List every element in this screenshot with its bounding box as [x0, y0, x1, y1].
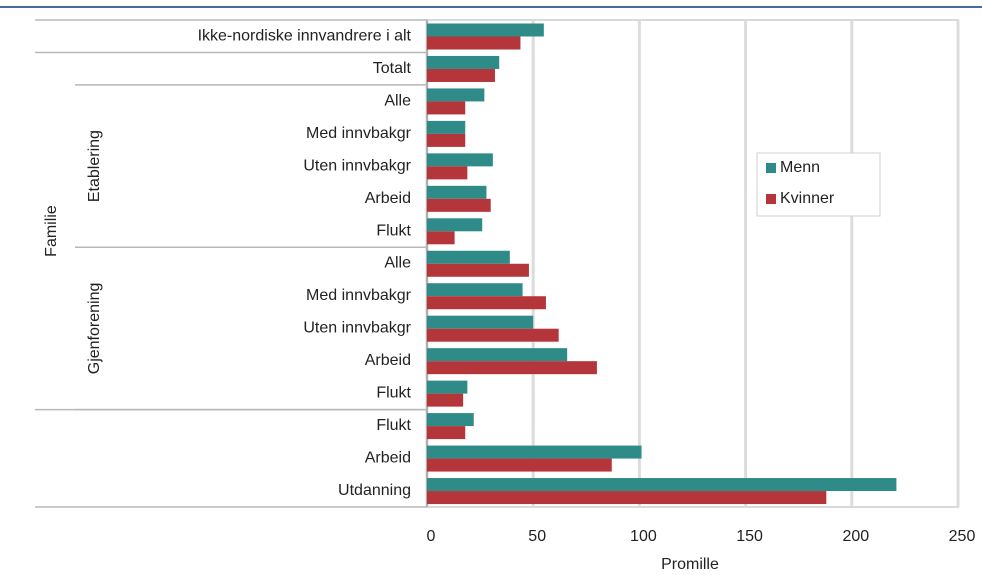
y-tick-label: Arbeid: [365, 352, 411, 369]
bar: [427, 133, 466, 147]
bar: [427, 250, 510, 264]
x-axis-label: Promille: [661, 556, 719, 573]
bar: [427, 36, 521, 50]
bar: [427, 23, 544, 37]
y-tick-label: Utdanning: [338, 482, 411, 499]
bar: [427, 120, 466, 134]
x-tick-label: 100: [630, 528, 657, 545]
legend-label: Kvinner: [780, 190, 835, 207]
y-tick-label: Totalt: [373, 60, 412, 77]
y-tick-label: Flukt: [376, 222, 411, 239]
y-tick-label: Med innvbakgr: [306, 125, 412, 142]
y-tick-label: Alle: [384, 92, 411, 109]
plot-background: [426, 19, 959, 508]
bar: [427, 478, 897, 492]
bar: [427, 296, 546, 310]
bar: [427, 185, 487, 199]
bar: [427, 361, 597, 375]
bar: [427, 231, 455, 245]
bar: [427, 315, 534, 329]
bar: [427, 458, 612, 472]
bar: [427, 380, 468, 394]
y-tick-label: Uten innvbakgr: [303, 320, 411, 337]
y-tick-label: Flukt: [376, 385, 411, 402]
bar: [427, 328, 559, 342]
x-tick-label: 150: [736, 528, 763, 545]
bar: [427, 218, 483, 232]
bar: [427, 101, 466, 115]
x-tick-label: 200: [842, 528, 869, 545]
y-tick-label: Med innvbakgr: [306, 287, 412, 304]
bar: [427, 491, 827, 505]
legend-swatch: [766, 163, 776, 173]
group-label: Etablering: [86, 130, 103, 202]
legend-label: Menn: [780, 159, 820, 176]
bar: [427, 153, 493, 167]
y-tick-label: Arbeid: [365, 190, 411, 207]
y-tick-label: Alle: [384, 255, 411, 272]
y-tick-label: Ikke-nordiske innvandrere i alt: [198, 27, 412, 44]
bar: [427, 263, 529, 277]
bar: [427, 445, 642, 459]
bar: [427, 55, 500, 69]
x-tick-label: 250: [949, 528, 976, 545]
bar: [427, 88, 485, 102]
bar: [427, 283, 523, 297]
bar: [427, 393, 464, 407]
x-tick-label: 50: [528, 528, 546, 545]
bar: [427, 198, 491, 212]
bar: [427, 426, 466, 440]
legend-box: [756, 152, 881, 217]
bar: [427, 68, 495, 82]
y-tick-label: Flukt: [376, 417, 411, 434]
group-label: Gjenforening: [86, 283, 103, 375]
bar: [427, 166, 468, 180]
y-tick-label: Uten innvbakgr: [303, 157, 411, 174]
bar: [427, 413, 474, 427]
bar: [427, 348, 568, 362]
y-tick-label: Arbeid: [365, 450, 411, 467]
x-tick-label: 0: [427, 528, 436, 545]
legend-swatch: [766, 194, 776, 204]
group-label: Familie: [43, 205, 60, 257]
